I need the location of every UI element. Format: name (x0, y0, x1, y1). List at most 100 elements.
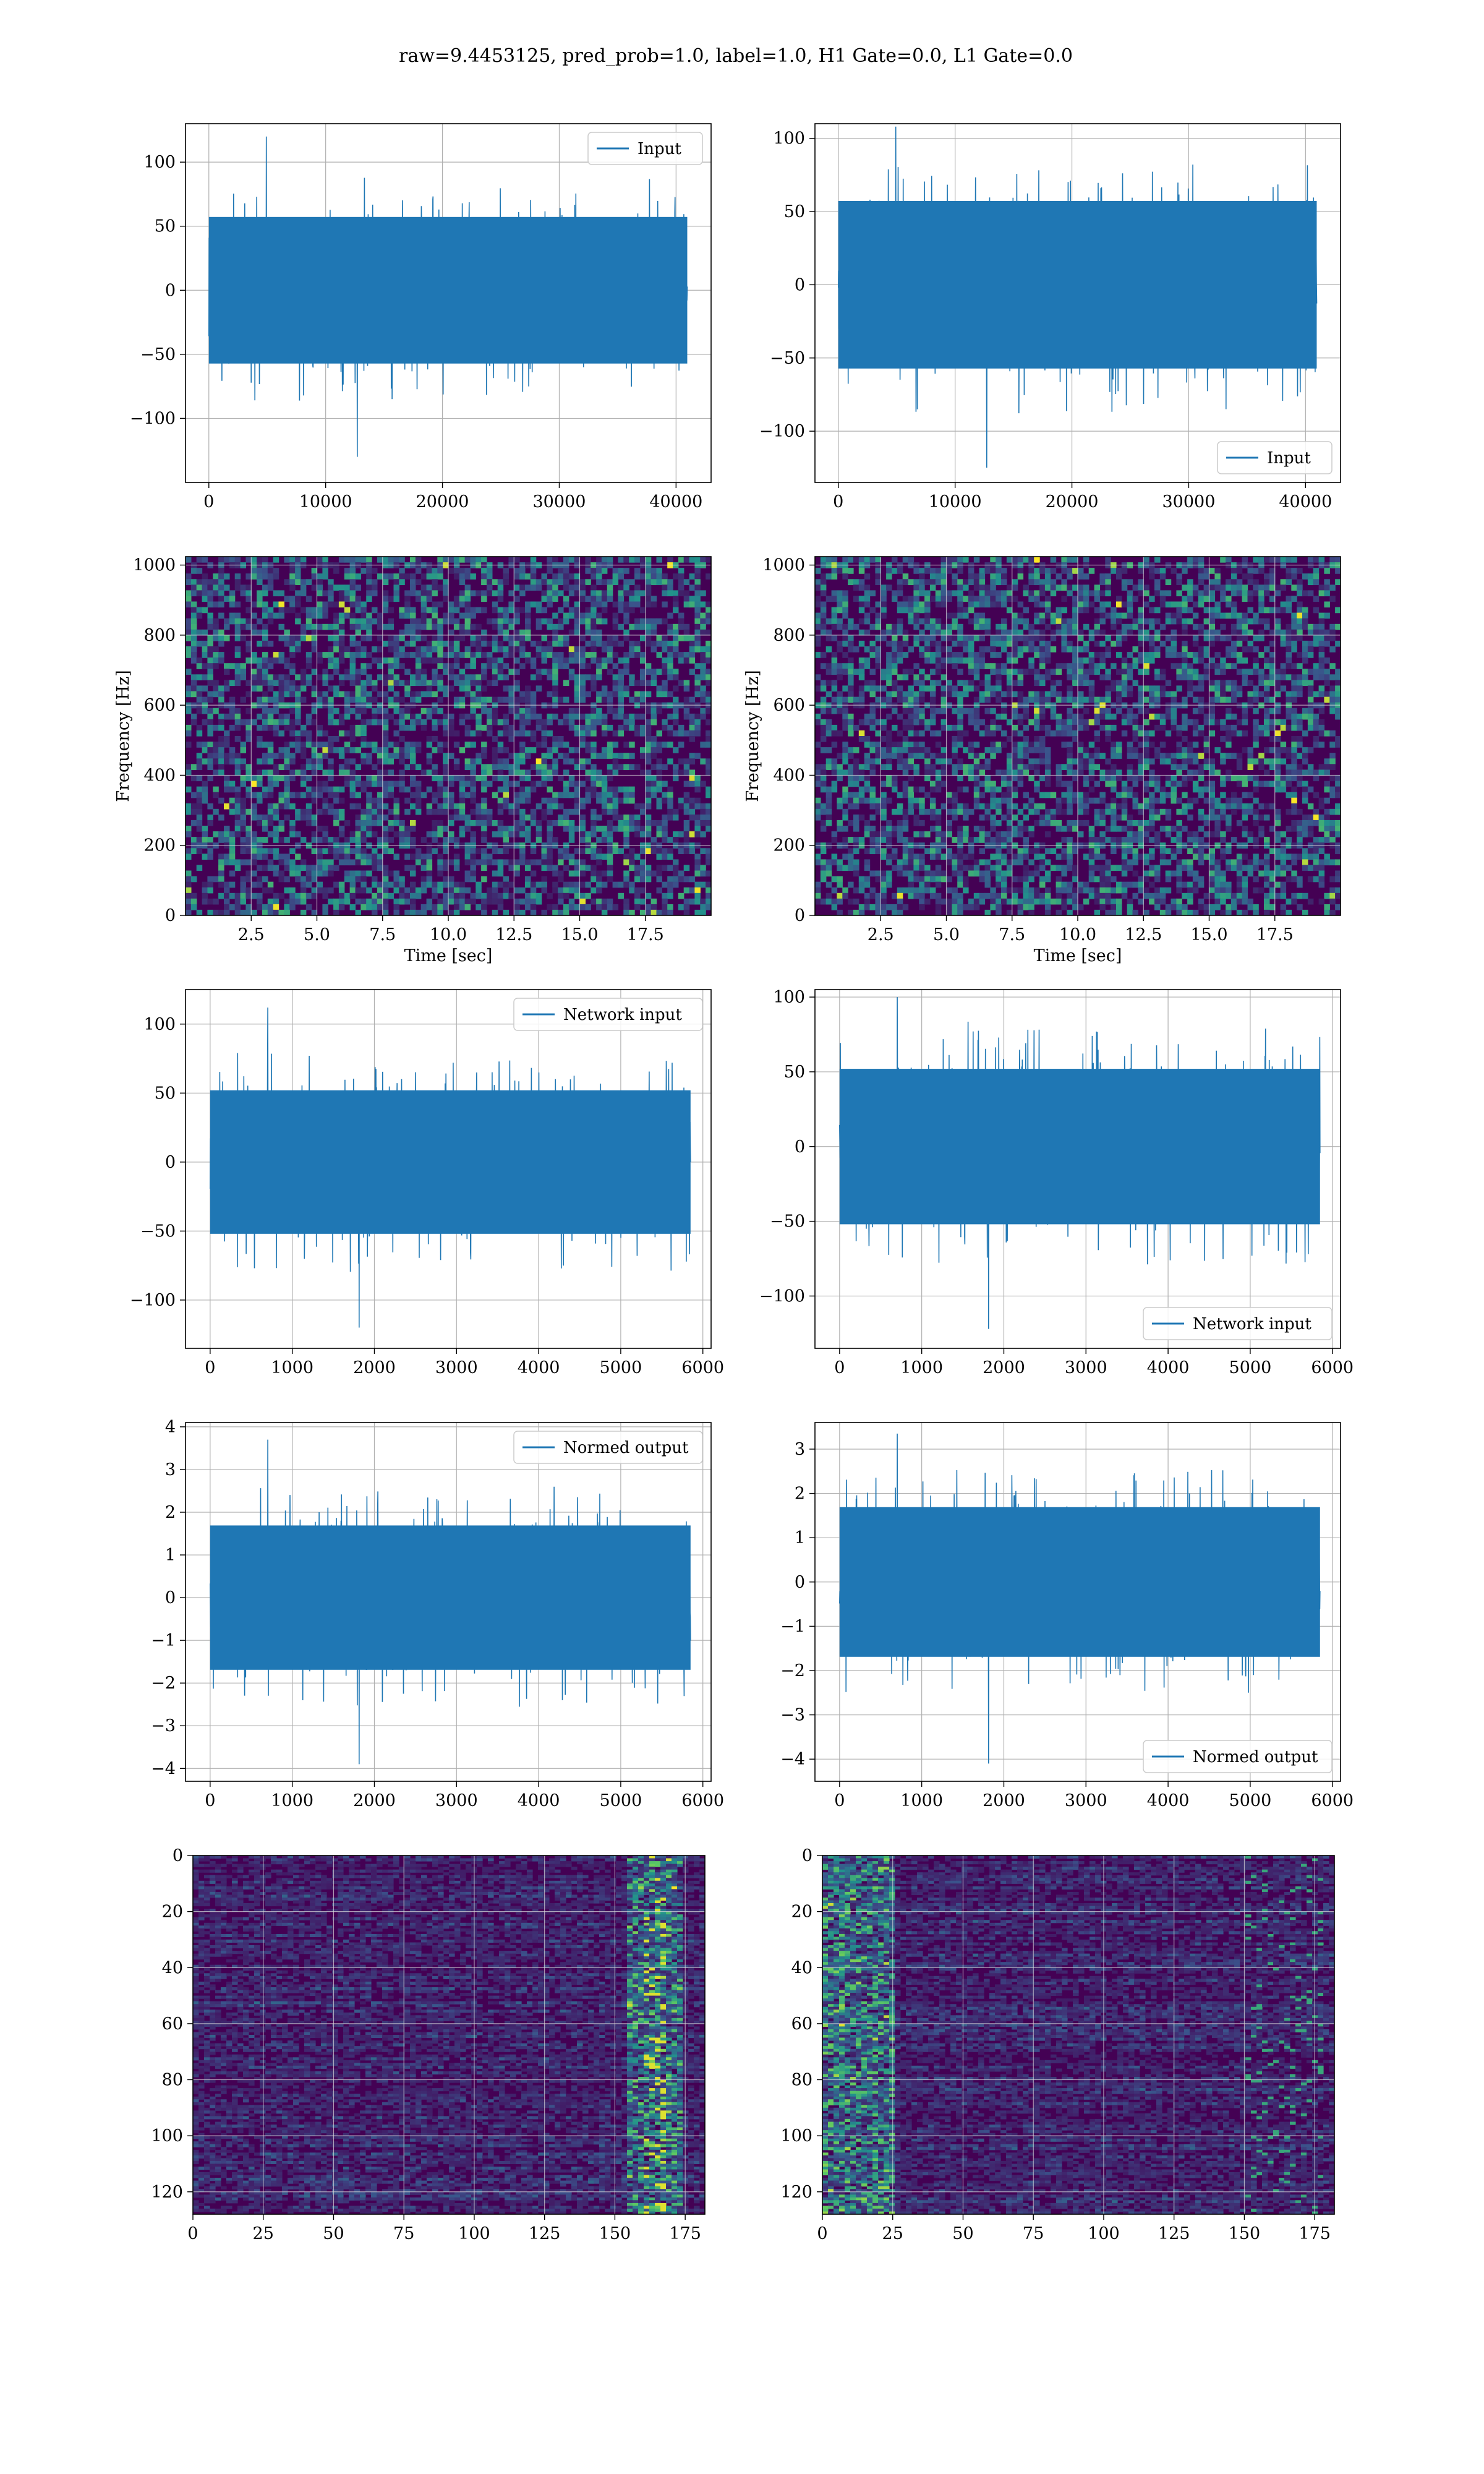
heatmap-cell (667, 797, 673, 804)
heatmap-cell (267, 657, 274, 664)
heatmap-cell (1154, 669, 1161, 675)
heatmap-cell (935, 590, 942, 597)
heatmap-cell (1067, 629, 1073, 636)
heatmap-cell (618, 669, 624, 675)
y-tick-label: 100 (773, 129, 805, 148)
heatmap-cell (530, 892, 537, 899)
heatmap-cell (897, 601, 903, 608)
heatmap-cell (328, 685, 334, 692)
heatmap-cell (1236, 669, 1243, 675)
heatmap-cell (481, 904, 487, 910)
heatmap-cell (349, 568, 356, 574)
heatmap-cell (1258, 568, 1264, 574)
heatmap-cell (558, 568, 564, 574)
heatmap-cell (224, 623, 230, 630)
heatmap-cell (426, 607, 433, 614)
heatmap-cell (415, 781, 422, 787)
heatmap-cell (1154, 618, 1161, 625)
heatmap-cell (1302, 652, 1308, 658)
heatmap-cell (410, 635, 416, 641)
heatmap-cell (262, 820, 268, 826)
heatmap-cell (1105, 674, 1111, 680)
heatmap-cell (919, 584, 925, 591)
heatmap-cell (634, 646, 641, 653)
heatmap-cell (262, 837, 268, 843)
heatmap-cell (464, 870, 471, 877)
heatmap-cell (656, 691, 662, 698)
heatmap-cell (673, 713, 679, 720)
heatmap-cell (552, 865, 558, 871)
heatmap-cell (344, 837, 351, 843)
heatmap-cell (1198, 590, 1205, 597)
heatmap-cell (683, 876, 690, 883)
heatmap-cell (984, 629, 991, 636)
heatmap-cell (432, 680, 438, 687)
heatmap-cell (1105, 590, 1111, 597)
heatmap-cell (278, 652, 284, 658)
heatmap-cell (503, 674, 509, 680)
heatmap-cell (372, 646, 378, 653)
heatmap-cell (881, 612, 887, 619)
heatmap-cell (328, 865, 334, 871)
heatmap-cell (420, 792, 427, 798)
heatmap-cell (825, 663, 832, 669)
heatmap-cell (196, 792, 203, 798)
heatmap-cell (1044, 568, 1051, 574)
heatmap-cell (377, 663, 383, 669)
heatmap-cell (415, 797, 422, 804)
heatmap-cell (1214, 584, 1221, 591)
h1-spectrogram-cells (186, 557, 711, 915)
heatmap-cell (349, 792, 356, 798)
heatmap-cell (426, 753, 433, 759)
heatmap-cell (1291, 568, 1297, 574)
heatmap-cell (591, 808, 597, 815)
heatmap-cell (470, 635, 476, 641)
heatmap-cell (591, 657, 597, 664)
heatmap-cell (618, 881, 624, 888)
heatmap-cell (574, 887, 581, 894)
heatmap-cell (360, 623, 367, 630)
heatmap-cell (678, 652, 684, 658)
heatmap-cell (267, 618, 274, 625)
heatmap-cell (470, 831, 476, 837)
heatmap-cell (673, 764, 679, 770)
heatmap-cell (333, 685, 339, 692)
heatmap-cell (574, 696, 581, 703)
heatmap-cell (267, 775, 274, 782)
heatmap-cell (530, 674, 537, 680)
heatmap-cell (618, 584, 624, 591)
heatmap-cell (568, 724, 575, 731)
heatmap-cell (886, 669, 892, 675)
heatmap-cell (224, 730, 230, 737)
heatmap-cell (503, 781, 509, 787)
heatmap-cell (196, 674, 203, 680)
heatmap-cell (563, 753, 569, 759)
heatmap-cell (929, 579, 936, 585)
heatmap-cell (393, 730, 399, 737)
heatmap-cell (1280, 601, 1287, 608)
heatmap-cell (213, 876, 219, 883)
heatmap-cell (574, 652, 581, 658)
heatmap-cell (355, 898, 361, 905)
heatmap-cell (552, 797, 558, 804)
heatmap-cell (848, 646, 854, 653)
heatmap-cell (1165, 680, 1172, 687)
heatmap-cell (940, 579, 947, 585)
heatmap-cell (388, 820, 394, 826)
heatmap-cell (694, 730, 701, 737)
h1-input-plot-area (186, 124, 711, 482)
y-tick-label: 50 (784, 202, 805, 221)
heatmap-cell (497, 730, 504, 737)
heatmap-cell (415, 747, 422, 753)
heatmap-cell (574, 870, 581, 877)
heatmap-cell (662, 584, 668, 591)
heatmap-cell (224, 584, 230, 591)
heatmap-cell (300, 887, 307, 894)
heatmap-cell (377, 781, 383, 787)
heatmap-cell (596, 663, 602, 669)
heatmap-cell (459, 775, 466, 782)
heatmap-cell (1039, 646, 1046, 653)
heatmap-cell (508, 601, 514, 608)
heatmap-cell (1318, 663, 1325, 669)
heatmap-cell (459, 781, 466, 787)
